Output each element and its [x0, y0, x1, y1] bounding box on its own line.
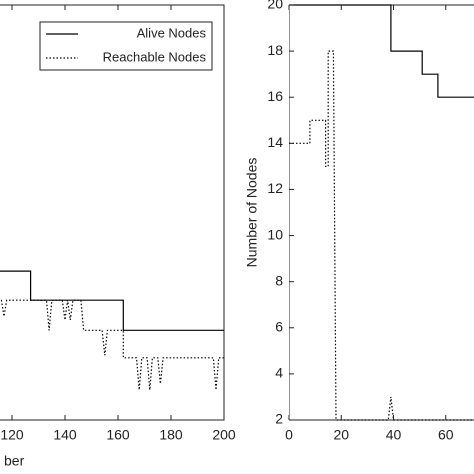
x-tick-label: 200: [212, 427, 236, 443]
x-axis-label: ber: [4, 453, 25, 469]
legend-label: Alive Nodes: [137, 25, 207, 40]
series-line: [0, 270, 224, 331]
y-tick-label: 16: [267, 88, 283, 104]
x-tick-label: 20: [333, 427, 349, 443]
series-line: [289, 4, 474, 98]
x-tick-label: 40: [386, 427, 402, 443]
y-tick-label: 10: [267, 226, 283, 242]
y-tick-label: 8: [275, 272, 283, 288]
x-tick-label: 0: [285, 427, 293, 443]
y-tick-label: 4: [275, 365, 283, 381]
plot-area: [0, 4, 225, 421]
legend-box: [39, 21, 213, 71]
x-tick-label: 180: [159, 427, 183, 443]
y-tick-label: 12: [267, 180, 283, 196]
y-tick-label: 18: [267, 42, 283, 58]
legend-label: Reachable Nodes: [103, 49, 207, 64]
axes-box: [289, 4, 474, 421]
plot-area: [289, 4, 474, 421]
x-tick-label: 160: [106, 427, 130, 443]
y-tick-label: 6: [275, 318, 283, 334]
x-tick-label: 120: [0, 427, 24, 443]
x-tick-label: 140: [53, 427, 77, 443]
y-axis-label: Number of Nodes: [244, 158, 260, 268]
axes-box: [0, 4, 225, 421]
x-tick-label: 60: [438, 427, 454, 443]
y-tick-label: 14: [267, 134, 283, 150]
y-tick-label: 20: [267, 0, 283, 12]
series-line: [0, 299, 224, 390]
y-tick-label: 2: [275, 411, 283, 427]
series-line: [289, 50, 474, 421]
